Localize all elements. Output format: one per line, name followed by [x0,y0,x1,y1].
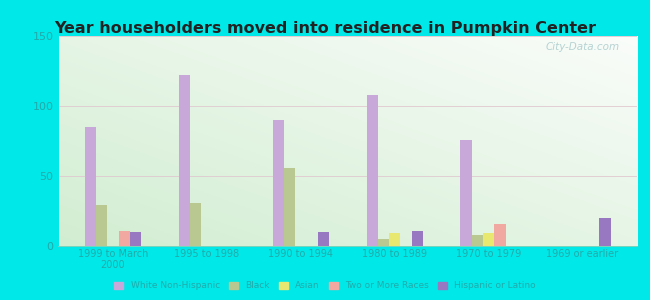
Bar [96,206,107,246]
Bar [130,232,141,246]
Bar [179,75,190,246]
Bar [494,224,506,246]
Legend: White Non-Hispanic, Black, Asian, Two or More Races, Hispanic or Latino: White Non-Hispanic, Black, Asian, Two or… [111,278,539,294]
Bar [411,231,423,246]
Text: City-Data.com: City-Data.com [545,42,619,52]
Bar [118,231,130,246]
Bar [483,233,494,246]
Bar [599,218,611,246]
Bar [378,239,389,246]
Bar [190,202,202,246]
Bar [318,232,329,246]
Bar [84,127,96,246]
Bar [460,140,472,246]
Text: Year householders moved into residence in Pumpkin Center: Year householders moved into residence i… [54,21,596,36]
Bar [272,120,284,246]
Bar [389,233,400,246]
Bar [284,168,295,246]
Bar [472,235,483,246]
Bar [367,95,378,246]
